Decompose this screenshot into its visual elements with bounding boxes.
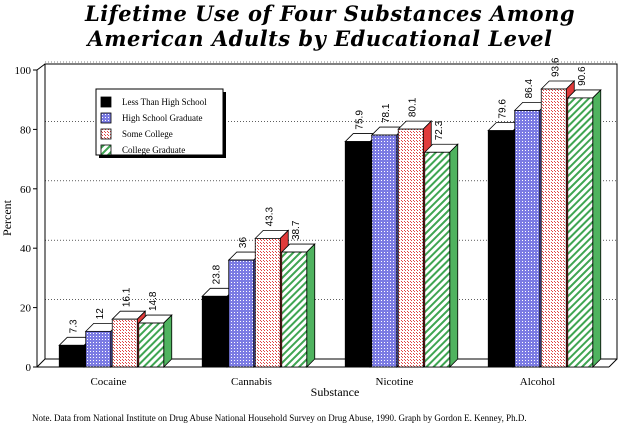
x-tick-label-cocaine: Cocaine bbox=[90, 376, 126, 388]
bar-front bbox=[228, 259, 255, 368]
data-label: 78.1 bbox=[381, 103, 392, 123]
data-label: 90.6 bbox=[577, 66, 588, 86]
data-label: 36 bbox=[238, 237, 249, 249]
data-label: 79.6 bbox=[498, 99, 509, 119]
bar-side bbox=[306, 243, 316, 368]
y-axis-label: Percent bbox=[0, 199, 14, 236]
y-tick-label: 80 bbox=[20, 124, 32, 136]
bar-front bbox=[487, 130, 514, 368]
legend-entry: Some College bbox=[122, 129, 173, 139]
data-label: 93.6 bbox=[551, 57, 562, 77]
legend-swatch bbox=[100, 144, 112, 156]
data-label: 12 bbox=[95, 308, 106, 320]
data-label: 75.9 bbox=[355, 110, 366, 130]
legend-entry: High School Graduate bbox=[122, 113, 202, 123]
bar-front bbox=[540, 88, 567, 368]
plot-back-wall bbox=[44, 63, 618, 360]
bar-front bbox=[514, 109, 541, 368]
bars bbox=[58, 80, 602, 368]
bar-front bbox=[567, 97, 594, 368]
legend-swatch bbox=[100, 96, 112, 108]
data-labels: 7.3 12 16.1 14.8 23.8 36 43.3 38.7 75.9 78.1 80.1 7… bbox=[69, 57, 589, 333]
bar-front bbox=[201, 295, 228, 368]
legend-entry: Less Than High School bbox=[122, 97, 207, 107]
chart-title-line-2: American Adults by Educational Level bbox=[85, 26, 552, 51]
bar-front bbox=[58, 344, 85, 368]
y-tick-label: 100 bbox=[15, 65, 32, 77]
floor-edge-left bbox=[36, 358, 46, 368]
data-label: 86.4 bbox=[524, 78, 535, 98]
bar-front bbox=[371, 134, 398, 368]
y-tick-label: 60 bbox=[20, 184, 32, 196]
chart-title-line-1: Lifetime Use of Four Substances Among bbox=[84, 1, 575, 26]
data-label: 23.8 bbox=[212, 264, 223, 284]
x-axis-ticks: Cocaine Cannabis Nicotine Alcohol bbox=[90, 376, 555, 388]
data-label: 43.3 bbox=[265, 206, 276, 226]
y-tick-label: 20 bbox=[20, 303, 32, 315]
floor-edge-right bbox=[608, 358, 618, 368]
data-label: 16.1 bbox=[122, 287, 133, 307]
x-tick-label-alcohol: Alcohol bbox=[520, 376, 555, 388]
bar-front bbox=[344, 141, 371, 368]
legend-entry: College Graduate bbox=[122, 145, 185, 155]
data-label: 7.3 bbox=[69, 319, 80, 333]
bar-front bbox=[397, 128, 424, 368]
legend-box bbox=[95, 88, 224, 156]
data-label: 72.3 bbox=[434, 120, 445, 140]
bar-side bbox=[163, 314, 173, 368]
data-label: 80.1 bbox=[408, 97, 419, 117]
x-axis-label: Substance bbox=[311, 385, 360, 399]
bar-front bbox=[254, 237, 281, 368]
y-tick-label: 0 bbox=[26, 362, 32, 374]
data-label: 14.8 bbox=[148, 291, 159, 311]
x-tick-label-nicotine: Nicotine bbox=[376, 376, 414, 388]
bar-college-graduate-alcohol bbox=[566, 88, 602, 368]
gridlines bbox=[45, 61, 617, 300]
bar-front bbox=[281, 251, 308, 368]
data-label: 38.7 bbox=[291, 220, 302, 240]
bar-college-graduate-cocaine bbox=[137, 314, 173, 368]
bar-front bbox=[85, 330, 112, 368]
bar-college-graduate-nicotine bbox=[423, 143, 459, 368]
bar-front bbox=[111, 318, 138, 368]
x-tick-label-cannabis: Cannabis bbox=[231, 376, 272, 388]
bar-college-graduate-cannabis bbox=[280, 243, 316, 368]
legend-swatch bbox=[100, 128, 112, 140]
y-axis-ticks: 0 20 40 60 80 100 bbox=[15, 65, 37, 374]
bar-side bbox=[592, 88, 602, 368]
legend: Less Than High School High School Graduat… bbox=[95, 88, 226, 158]
bar-front bbox=[424, 151, 451, 368]
chart-title: Lifetime Use of Four Substances Among Am… bbox=[84, 1, 575, 51]
y-tick-label: 40 bbox=[20, 243, 32, 255]
bar-side bbox=[449, 143, 459, 368]
wall-edge-top bbox=[36, 63, 46, 71]
chart-note: Note. Data from National Institute on Dr… bbox=[32, 413, 527, 423]
legend-swatch bbox=[100, 112, 112, 124]
bar-front bbox=[138, 322, 165, 368]
